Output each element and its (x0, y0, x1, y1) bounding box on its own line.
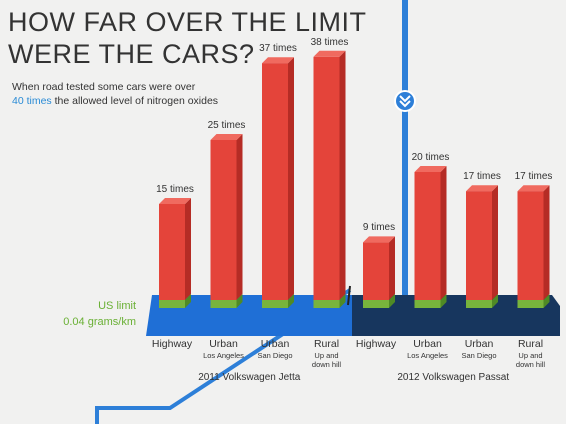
bar (414, 172, 441, 300)
decor-line (95, 288, 352, 424)
bar-top (262, 57, 294, 64)
bar-side (288, 57, 294, 301)
category-label: Highway (355, 338, 397, 350)
limit-segment (466, 300, 492, 308)
bar-side (185, 198, 191, 300)
group-label: 2012 Volkswagen Passat (397, 372, 510, 383)
bar-top (363, 236, 395, 243)
bar (363, 242, 389, 300)
chevron (399, 100, 411, 108)
subtitle-text: the allowed level of nitrogen oxides (54, 95, 219, 107)
limit-segment (517, 300, 544, 308)
value-label: 20 times (411, 152, 450, 163)
bar (262, 63, 288, 301)
category-detail: Los Angeles (203, 351, 244, 360)
limit-segment-side (543, 294, 550, 308)
limit-segment-side (440, 294, 447, 308)
value-label: 17 times (514, 171, 553, 183)
bar-top (414, 166, 447, 172)
bar (517, 191, 544, 300)
limit-segment (414, 300, 441, 308)
bar-side (339, 50, 346, 300)
title-line: HOW FAR OVER THE LIMIT (8, 7, 367, 37)
limit-segment-side (339, 294, 346, 308)
bar-side (389, 236, 395, 300)
value-label: 17 times (463, 171, 501, 183)
category-detail: Up and down hill (311, 351, 342, 369)
category-detail: Up and down hill (515, 351, 546, 369)
limit-segment (210, 300, 237, 308)
limit-segment (313, 300, 340, 308)
limit-segment-side (389, 294, 395, 308)
bar (466, 191, 492, 300)
bar (210, 140, 237, 300)
subtitle-text: When road tested some cars were over (12, 81, 196, 93)
category-label: Rural (313, 338, 340, 350)
value-label: 25 times (207, 120, 246, 131)
limit-segment (262, 300, 288, 308)
bar (159, 204, 185, 300)
category-detail: Los Angeles (407, 351, 448, 360)
chevron (399, 95, 411, 103)
value-label: 38 times (310, 36, 349, 48)
limit-segment-side (236, 294, 243, 308)
bar-top (159, 198, 191, 204)
value-label: 15 times (156, 184, 194, 195)
category-label: Urban (209, 338, 238, 350)
value-label: 9 times (362, 222, 396, 234)
category-detail: San Diego (461, 351, 497, 360)
limit-segment-side (185, 294, 191, 308)
title: HOW FAR OVER THE LIMIT WERE THE CARS? (8, 6, 367, 70)
platform (146, 295, 352, 336)
bar-top (210, 134, 243, 140)
category-label: Urban (413, 338, 442, 350)
category-label: Highway (151, 338, 193, 350)
limit-segment-side (288, 294, 294, 308)
platform (352, 295, 560, 336)
bar-side (236, 134, 243, 300)
bar-top (313, 50, 346, 57)
group-label: 2011 Volkswagen Jetta (198, 372, 301, 383)
title-line: WERE THE CARS? (8, 39, 255, 69)
bar-side (440, 166, 447, 300)
bar-top (466, 185, 498, 192)
limit-label: US limit (98, 300, 136, 312)
limit-segment-side (492, 294, 498, 308)
limit-segment (363, 300, 389, 308)
limit-segment (159, 300, 185, 308)
bar-top (517, 185, 550, 192)
value-label: 37 times (259, 43, 297, 55)
category-label: Rural (517, 338, 544, 350)
bar-side (492, 185, 498, 300)
bar-side (543, 185, 550, 300)
category-label: Urban (464, 338, 494, 350)
bar (313, 56, 340, 300)
subtitle: When road tested some cars were over 40 … (12, 80, 218, 108)
separator (347, 285, 351, 306)
category-detail: San Diego (257, 351, 293, 360)
subtitle-highlight: 40 times (12, 95, 52, 107)
limit-value: 0.04 grams/km (63, 316, 136, 328)
category-label: Urban (260, 338, 290, 350)
